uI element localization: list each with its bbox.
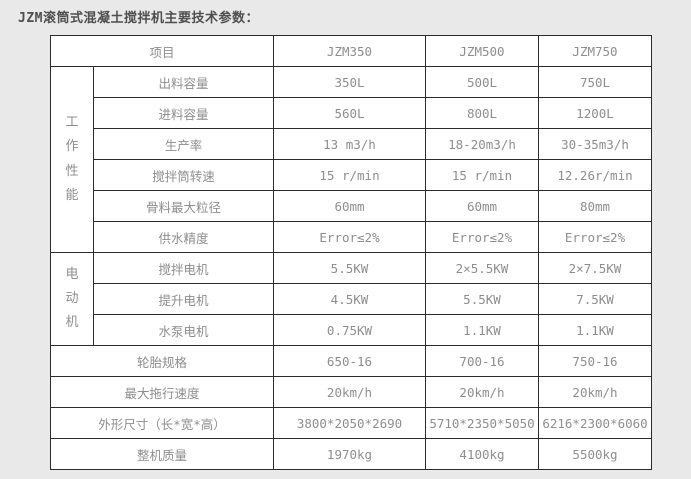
group-electric-motor: 电动机 [50,252,94,346]
cell-value: 60mm [273,190,426,222]
cell-value: 1970kg [273,438,426,470]
cell-value: 3800*2050*2690 [273,407,426,439]
page-title: JZM滚筒式混凝土搅拌机主要技术参数： [18,11,259,26]
cell-value: 650-16 [273,345,426,377]
group-working-performance: 工作性能 [50,66,94,253]
cell-value: 15 r/min [273,159,426,191]
cell-value: 1.1KW [538,314,652,346]
row-label: 轮胎规格 [50,345,274,377]
cell-value: 6216*2300*6060 [538,407,652,439]
row-label: 水泵电机 [93,314,274,346]
table-row: 供水精度 Error≤2% Error≤2% Error≤2% [51,221,652,253]
cell-value: 20km/h [273,376,426,408]
cell-value: 750-16 [538,345,652,377]
cell-value: 20km/h [425,376,539,408]
group-label: 电动机 [65,266,79,331]
cell-value: 0.75KW [273,314,426,346]
table-row: 轮胎规格 650-16 700-16 750-16 [50,345,652,377]
header-row: 项目 JZM350 JZM500 JZM750 [50,35,652,67]
cell-value: 5500kg [538,438,652,470]
row-label: 搅拌筒转速 [93,159,274,191]
cell-value: 30-35m3/h [538,128,652,160]
cell-value: 20km/h [538,376,652,408]
table-row: 电动机 搅拌电机 5.5KW 2×5.5KW 2×7.5KW [50,252,652,346]
table-row: 工作性能 出料容量 350L 500L 750L [50,66,652,253]
cell-value: 800L [425,97,539,129]
cell-value: 2×7.5KW [538,252,652,284]
row-label: 提升电机 [93,283,274,315]
cell-value: 80mm [538,190,652,222]
cell-value: 18-20m3/h [425,128,539,160]
cell-value: Error≤2% [538,221,652,253]
header-item: 项目 [50,35,274,67]
cell-value: Error≤2% [273,221,426,253]
table-row: 整机质量 1970kg 4100kg 5500kg [50,438,652,470]
row-label: 搅拌电机 [93,252,274,284]
table-row: 骨料最大粒径 60mm 60mm 80mm [51,190,652,222]
table-row: 搅拌筒转速 15 r/min 15 r/min 12.26r/min [51,159,652,191]
cell-value: 4.5KW [273,283,426,315]
table-row: 最大拖行速度 20km/h 20km/h 20km/h [50,376,652,408]
cell-value: 500L [425,66,539,98]
row-label: 整机质量 [50,438,274,470]
cell-value: Error≤2% [425,221,539,253]
cell-value: 1200L [538,97,652,129]
cell-value: 13 m3/h [273,128,426,160]
row-label: 出料容量 [93,66,274,98]
specs-table: 项目 JZM350 JZM500 JZM750 工作性能 出料容量 350L 5… [50,35,652,470]
table-row: 水泵电机 0.75KW 1.1KW 1.1KW [51,314,652,346]
table-row: 生产率 13 m3/h 18-20m3/h 30-35m3/h [51,128,652,160]
header-model-jzm500: JZM500 [425,35,539,67]
table-row: 提升电机 4.5KW 5.5KW 7.5KW [51,283,652,315]
row-label: 进料容量 [93,97,274,129]
cell-value: 12.26r/min [538,159,652,191]
cell-value: 700-16 [425,345,539,377]
cell-value: 560L [273,97,426,129]
cell-value: 4100kg [425,438,539,470]
table-row: 外形尺寸（长*宽*高） 3800*2050*2690 5710*2350*505… [50,407,652,439]
cell-value: 1.1KW [425,314,539,346]
cell-value: 750L [538,66,652,98]
cell-value: 60mm [425,190,539,222]
group-label: 工作性能 [65,115,79,203]
cell-value: 2×5.5KW [425,252,539,284]
table-row: 进料容量 560L 800L 1200L [51,97,652,129]
cell-value: 5.5KW [273,252,426,284]
row-label: 最大拖行速度 [50,376,274,408]
row-label: 外形尺寸（长*宽*高） [50,407,274,439]
row-label: 骨料最大粒径 [93,190,274,222]
row-label: 供水精度 [93,221,274,253]
row-label: 生产率 [93,128,274,160]
header-model-jzm750: JZM750 [538,35,652,67]
cell-value: 7.5KW [538,283,652,315]
header-model-jzm350: JZM350 [273,35,426,67]
cell-value: 5710*2350*5050 [425,407,539,439]
cell-value: 15 r/min [425,159,539,191]
cell-value: 5.5KW [425,283,539,315]
cell-value: 350L [273,66,426,98]
